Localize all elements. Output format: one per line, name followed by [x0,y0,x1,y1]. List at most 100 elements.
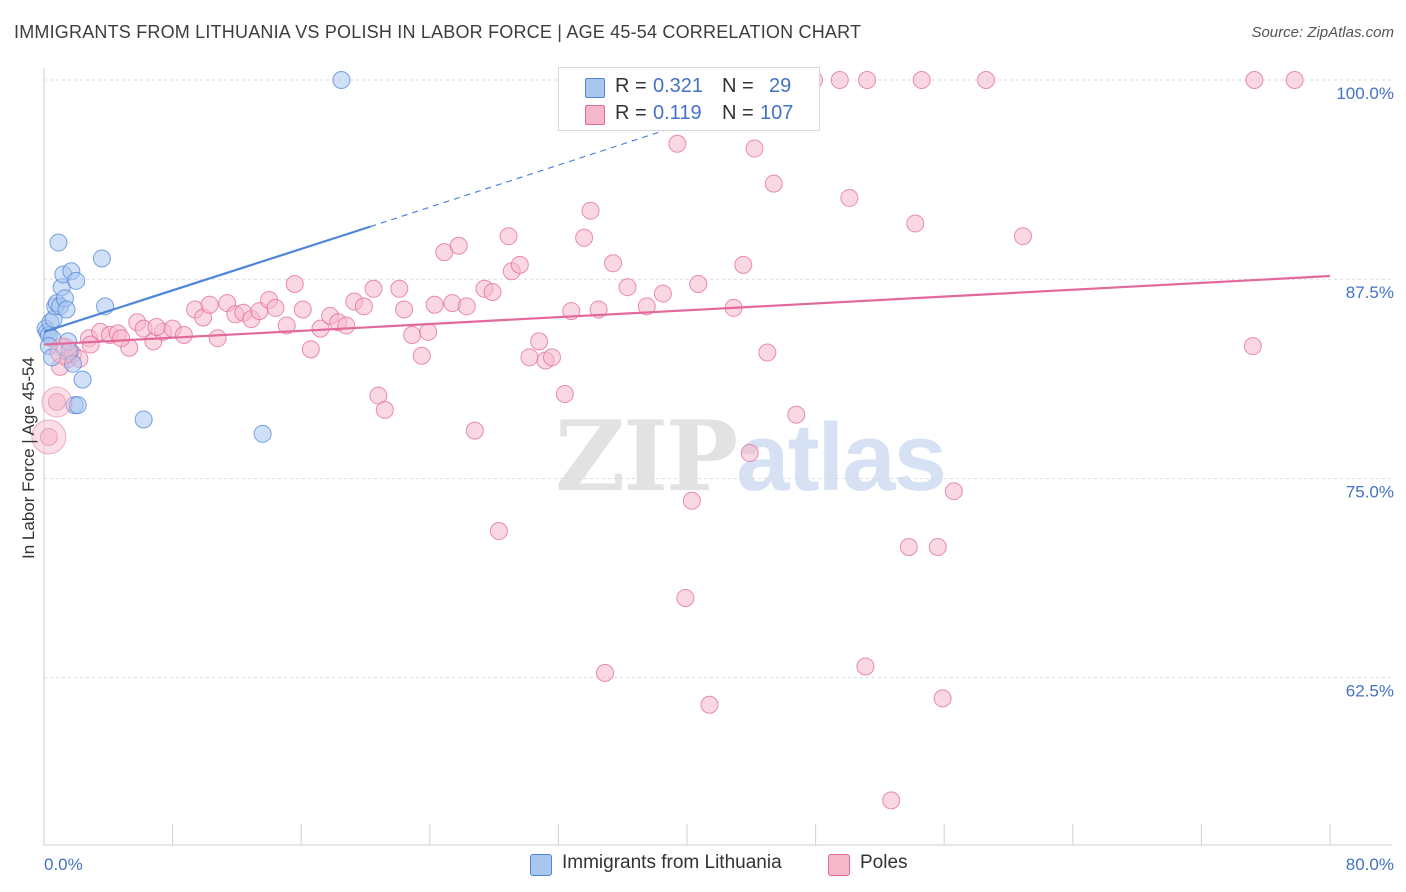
data-point [499,227,518,246]
data-point [364,279,383,298]
data-point [653,284,672,303]
x-tick-label: 80.0% [1346,855,1394,874]
data-point [285,275,304,293]
series-label-poles: Poles [860,852,908,873]
data-points [31,71,1304,810]
data-point [668,134,687,153]
data-point [253,424,272,443]
data-point [700,695,719,714]
legend-r-label: R = [615,75,647,97]
data-point [1013,227,1032,246]
data-point [758,343,777,362]
data-point [375,400,394,419]
data-point [457,297,476,316]
y-axis-label: In Labor Force | Age 45-54 [19,357,38,559]
data-point [465,421,484,440]
data-point [899,537,918,556]
data-point [906,214,925,233]
grid-lines [44,79,1392,679]
data-point [31,419,67,455]
data-point [520,348,539,367]
data-point [395,300,414,319]
chart-source: Source: ZipAtlas.com [1251,24,1394,41]
data-point [928,537,947,556]
tick-labels: 100.0% 87.5% 75.0% 62.5% 0.0% 80.0% [44,84,1394,874]
data-point [277,316,296,335]
data-point [425,295,444,314]
legend-n-value: 29 [769,75,792,97]
data-point [858,71,877,89]
data-point [483,282,502,301]
data-point [208,329,227,348]
legend-r-value: 0.119 [653,102,702,124]
data-point [49,233,68,252]
data-point [1243,337,1262,356]
legend-swatch-poles [585,105,605,125]
data-point [174,326,193,344]
trend-extension-lithuania [370,122,688,228]
legend-n-label: N = [722,75,754,97]
data-point [92,249,111,268]
chart-title: IMMIGRANTS FROM LITHUANIA VS POLISH IN L… [14,22,862,42]
data-point [689,275,708,293]
data-point [618,278,637,297]
data-point [734,255,753,274]
data-point [676,588,695,607]
data-point [57,300,76,319]
data-point [581,201,600,220]
data-point [489,522,508,541]
watermark-atlas: atlas [736,404,947,511]
data-point [555,384,574,403]
data-point [596,663,615,682]
y-tick-label: 100.0% [1336,84,1394,103]
legend-n-label: N = [722,102,754,124]
data-point [575,228,594,247]
data-point [840,188,859,207]
series-label-lithuania: Immigrants from Lithuania [562,852,782,873]
data-point [147,318,166,337]
series-legend: Immigrants from Lithuania Poles [0,852,1406,878]
data-point [604,254,623,273]
data-point [81,335,100,354]
data-point [332,71,351,89]
data-point [68,396,87,415]
data-point [337,316,356,335]
data-point [403,326,422,344]
series-swatch-poles [828,854,850,876]
data-point [293,300,312,319]
data-point [745,139,764,158]
data-point [542,348,561,367]
series-swatch-lithuania [530,854,552,876]
data-point [830,71,849,89]
data-point [740,443,759,462]
stats-legend: R = 0.321 N = 29 R = 0.119 N = 107 [558,67,820,131]
data-point [134,410,153,429]
watermark-zip: ZIP [555,400,738,513]
data-point [390,279,409,298]
data-point [912,71,931,89]
data-point [73,370,92,389]
y-tick-label: 87.5% [1346,283,1394,302]
data-point [1245,71,1264,89]
data-point [47,392,66,411]
data-point [976,71,995,89]
data-point [112,329,131,348]
data-point [510,255,529,274]
data-point [933,689,952,708]
data-point [301,340,320,359]
data-point [39,428,58,446]
watermark: ZIPatlas [555,400,947,513]
data-point [530,332,549,351]
axes [43,68,1392,846]
data-point [354,297,373,316]
y-tick-label: 62.5% [1346,682,1394,701]
legend-r-label: R = [615,102,647,124]
data-point [412,346,431,365]
trend-lines [43,122,1331,346]
legend-n-value: 107 [760,102,794,124]
legend-r-value: 0.321 [653,75,704,97]
data-point [787,405,806,424]
trend-line-poles [43,274,1331,346]
data-point [856,657,875,676]
